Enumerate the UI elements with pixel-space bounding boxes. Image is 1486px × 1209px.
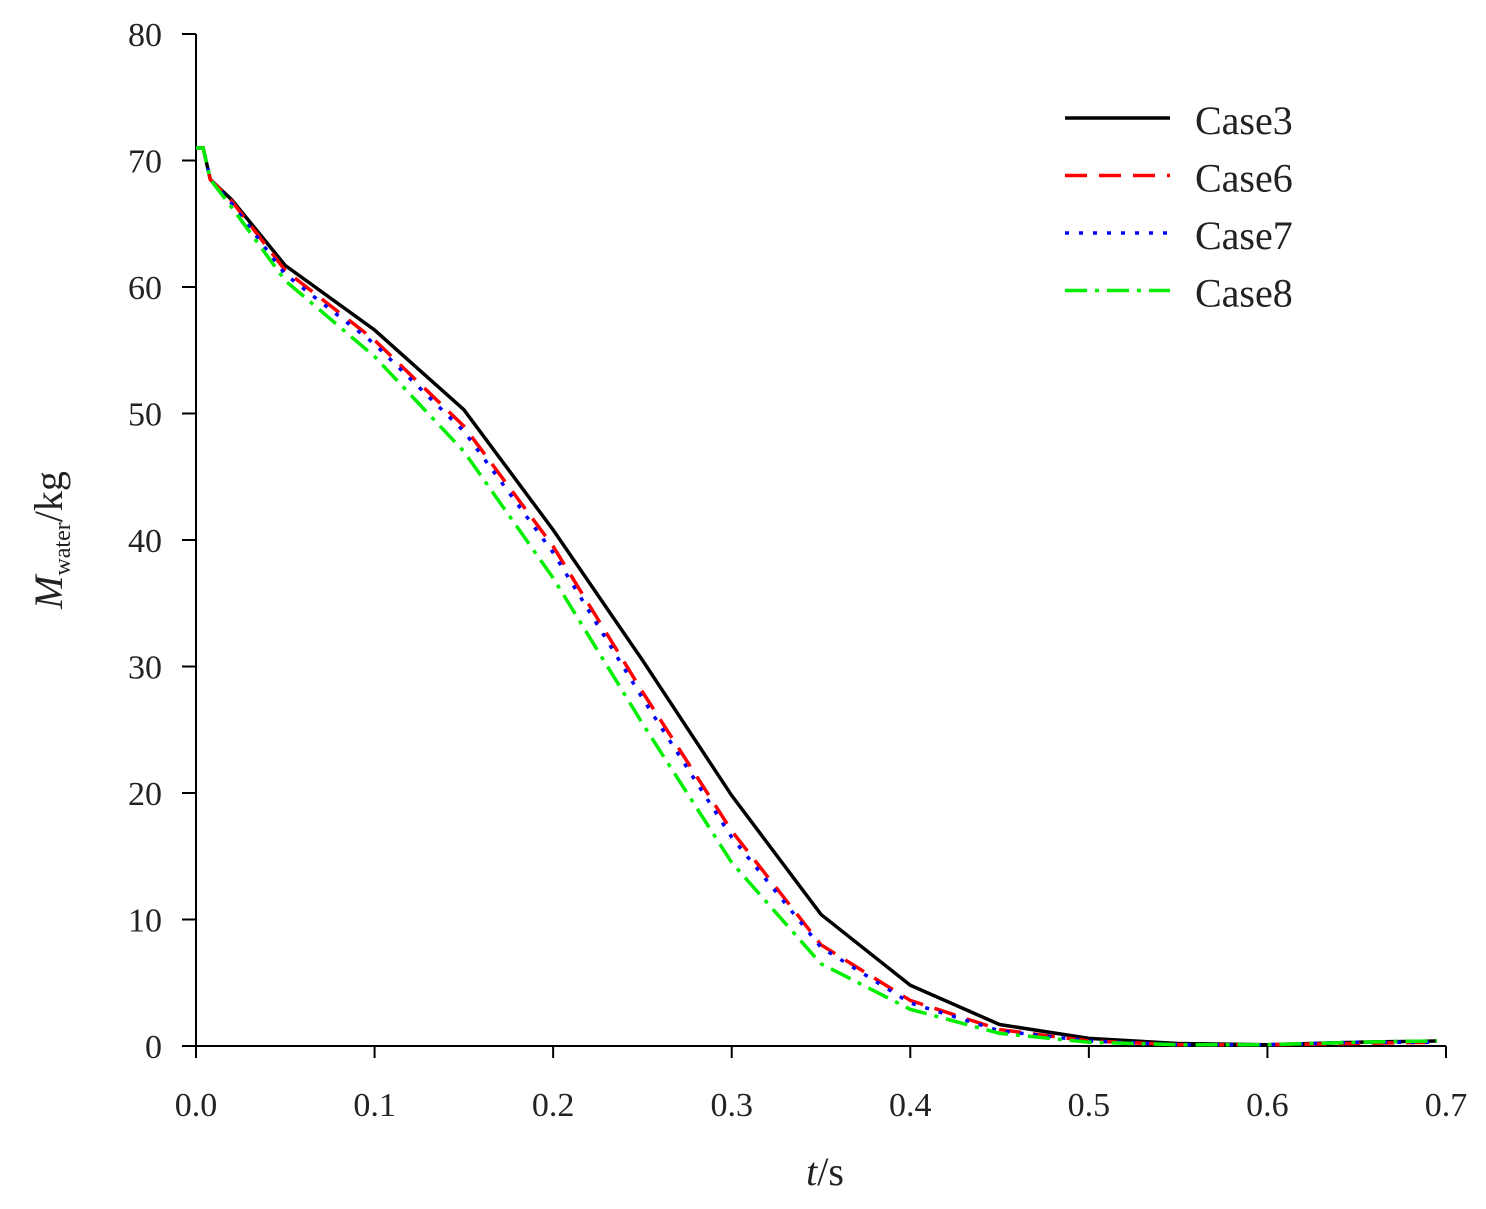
- y-tick-label: 70: [128, 144, 162, 181]
- y-label-subscript: water: [50, 522, 76, 575]
- y-tick-label: 20: [128, 776, 162, 813]
- x-tick-label: 0.6: [1246, 1087, 1289, 1124]
- legend-label: Case3: [1195, 98, 1293, 143]
- x-label-unit: /s: [817, 1149, 844, 1194]
- x-axis-label: t/s: [806, 1149, 844, 1194]
- x-tick-label: 0.4: [889, 1087, 932, 1124]
- x-tick-label: 0.0: [175, 1087, 218, 1124]
- x-tick-label: 0.3: [710, 1087, 753, 1124]
- legend-label: Case8: [1195, 271, 1293, 316]
- x-label-symbol: t: [806, 1149, 818, 1194]
- x-tick-label: 0.7: [1425, 1087, 1468, 1124]
- legend-label: Case6: [1195, 156, 1293, 201]
- y-label-symbol: M: [26, 573, 71, 610]
- y-tick-label: 0: [145, 1029, 162, 1066]
- y-tick-label: 40: [128, 523, 162, 560]
- y-tick-label: 60: [128, 270, 162, 307]
- y-axis-label: Mwater/kg: [26, 471, 76, 610]
- x-tick-label: 0.5: [1068, 1087, 1111, 1124]
- y-tick-label: 80: [128, 17, 162, 54]
- y-tick-label: 10: [128, 903, 162, 940]
- x-tick-label: 0.1: [353, 1087, 396, 1124]
- series-line: [196, 146, 1438, 1047]
- series-line: [196, 146, 1438, 1047]
- y-label-unit: /kg: [26, 471, 71, 522]
- y-tick-label: 30: [128, 650, 162, 687]
- legend-label: Case7: [1195, 213, 1293, 258]
- y-tick-label: 50: [128, 397, 162, 434]
- x-tick-label: 0.2: [532, 1087, 575, 1124]
